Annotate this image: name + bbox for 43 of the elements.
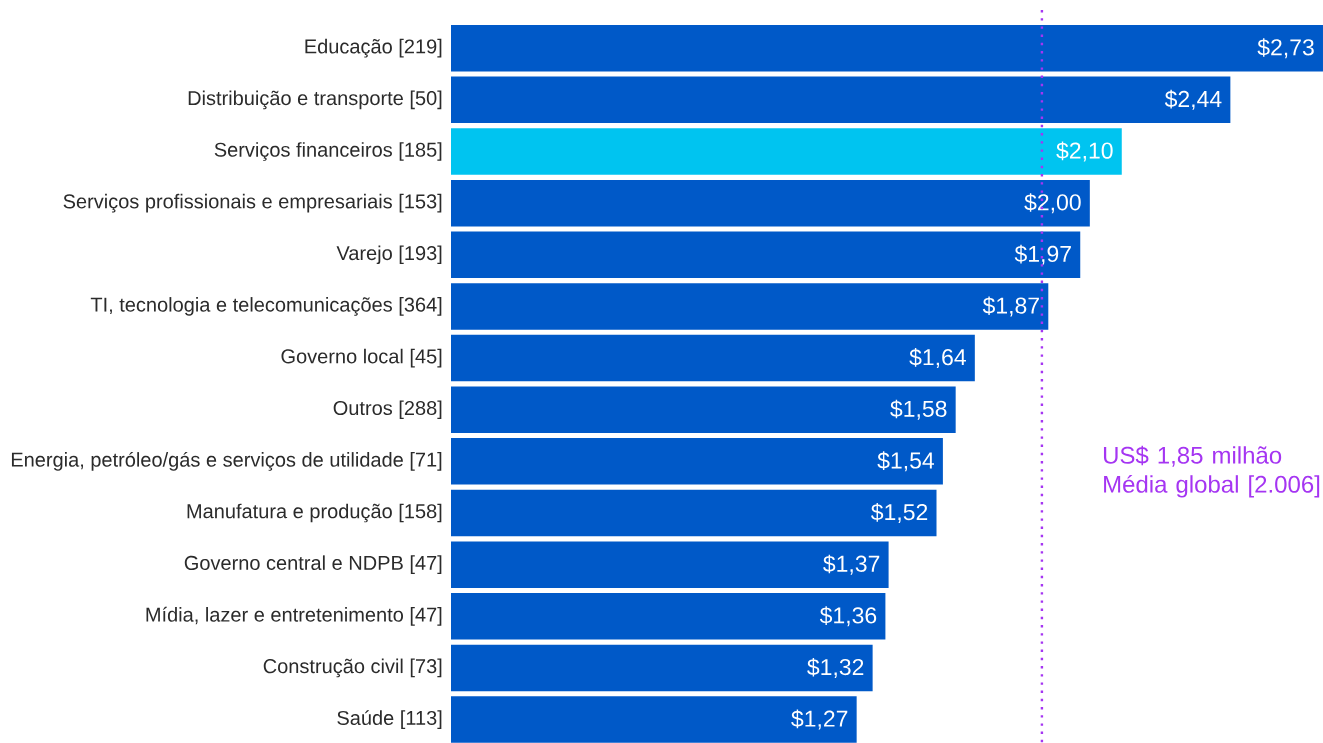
y-tick-label: Serviços profissionais e empresariais [153] — [63, 193, 442, 213]
y-tick-label: Governo central e NDPB [47] — [184, 555, 442, 574]
y-tick-label: Manufatura e produção [158] — [187, 503, 442, 523]
data-label: $1,54 — [877, 451, 935, 472]
bar — [451, 128, 1122, 175]
ref-line-label: US$ 1,85 milhão Média global [2.006] — [1103, 445, 1320, 498]
y-tick-label: Saúde [113] — [337, 710, 442, 730]
data-label: $1,27 — [791, 709, 848, 730]
bar — [451, 489, 937, 537]
data-label: $1,64 — [909, 348, 966, 369]
data-label: $1,36 — [819, 606, 877, 627]
data-label: $2,44 — [1164, 89, 1222, 110]
y-tick-label: Educação [219] — [305, 38, 442, 58]
data-label: $1,97 — [1014, 244, 1071, 265]
bar — [451, 283, 1049, 330]
y-tick-label: Serviços financeiros [185] — [214, 142, 442, 161]
data-label: $2,73 — [1257, 38, 1314, 59]
bar — [451, 231, 1081, 279]
y-tick-label: Governo local [45] — [281, 348, 442, 368]
data-label: $2,10 — [1056, 141, 1113, 162]
y-tick-label: Varejo [193] — [336, 245, 442, 265]
data-label: $1,87 — [982, 296, 1039, 317]
bar — [451, 644, 873, 692]
bar — [451, 334, 975, 382]
bar — [451, 76, 1231, 124]
data-label: $1,52 — [871, 503, 928, 523]
y-tick-label: Mídia, lazer e entretenimento [47] — [146, 606, 442, 626]
bar — [451, 179, 1090, 227]
y-tick-label: Energia, petróleo/gás e serviços de utilidade [71] — [11, 451, 442, 471]
y-tick-label: Outros [288] — [333, 400, 442, 420]
y-tick-label: TI, tecnologia e telecomunicações [364] — [90, 297, 442, 316]
bar — [451, 438, 943, 485]
bar — [451, 24, 1323, 72]
bar — [451, 386, 956, 433]
bar — [451, 541, 889, 588]
data-label: $1,32 — [807, 657, 864, 678]
y-tick-label: Distribuição e transporte [50] — [188, 90, 442, 110]
data-label: $2,00 — [1024, 193, 1081, 214]
data-label: $1,37 — [823, 554, 880, 575]
data-label: $1,58 — [890, 399, 947, 420]
y-tick-label: Construção civil [73] — [263, 658, 442, 678]
bar — [451, 696, 857, 743]
bar — [451, 593, 886, 640]
